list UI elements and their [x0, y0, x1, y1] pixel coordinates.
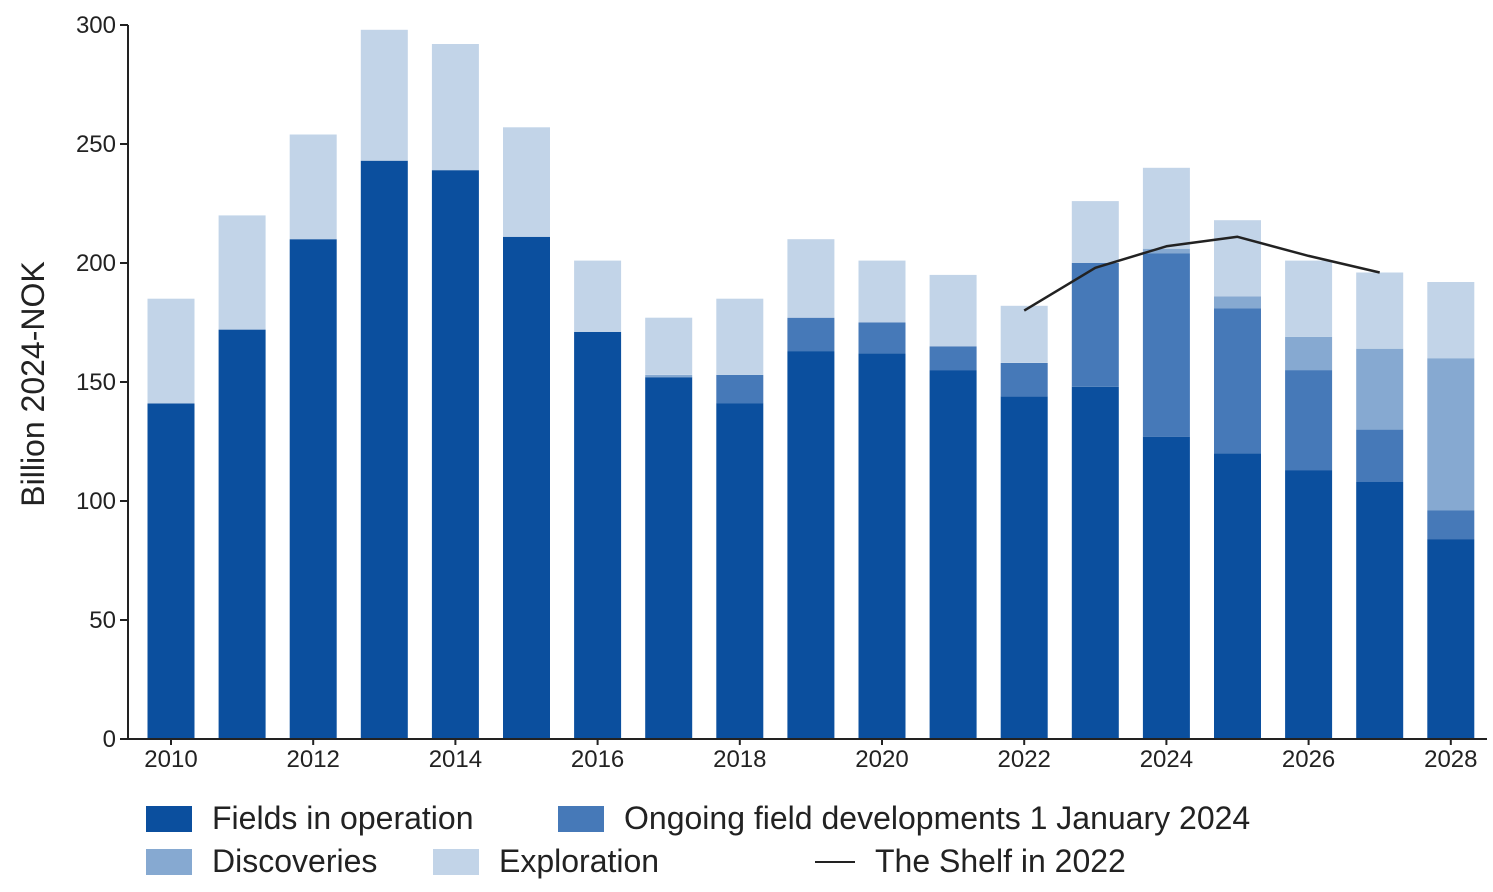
bar-2025-series-3: [1214, 220, 1261, 297]
y-tick-label: 200: [76, 250, 116, 277]
bar-2025-series-0: [1214, 453, 1261, 739]
bar-2011-series-3: [218, 215, 266, 330]
bar-2018-series-0: [716, 403, 764, 739]
bar-2024-series-1: [1142, 253, 1190, 437]
bar-2014-series-0: [431, 170, 479, 739]
x-tick-label: 2020: [855, 746, 908, 773]
bar-2013-series-0: [360, 160, 408, 739]
x-tick-label: 2024: [1140, 746, 1193, 773]
bar-2028-series-1: [1427, 510, 1475, 540]
bar-2022-series-0: [1000, 396, 1048, 739]
bar-2014-series-3: [431, 44, 479, 171]
bar-2027-series-1: [1356, 429, 1404, 482]
bar-2025-series-2: [1214, 296, 1261, 309]
bar-2015-series-0: [503, 236, 550, 740]
bar-2024-series-0: [1142, 436, 1190, 739]
bar-2022-series-3: [1000, 305, 1048, 363]
bar-2015-series-3: [503, 127, 550, 237]
bar-2011-series-0: [218, 329, 266, 739]
bar-2028-series-3: [1427, 282, 1475, 359]
bar-2018-series-1: [716, 374, 764, 404]
x-tick-label: 2014: [429, 746, 482, 773]
bar-2019-series-0: [787, 351, 835, 739]
bar-2027-series-3: [1356, 272, 1404, 349]
bar-2021-series-3: [929, 274, 977, 347]
line-the-shelf-in-2022: [1023, 235, 1380, 312]
bars-group: [147, 29, 1475, 740]
bar-2026-series-0: [1285, 470, 1333, 739]
x-tick-label: 2026: [1282, 746, 1335, 773]
bar-2023-series-0: [1071, 386, 1119, 739]
bar-2019-series-3: [787, 239, 835, 318]
bar-2016-series-3: [574, 260, 622, 332]
bar-2013-series-3: [360, 29, 408, 161]
bar-2021-series-0: [929, 370, 977, 739]
bar-2021-series-1: [929, 346, 977, 371]
bar-2020-series-3: [858, 260, 906, 323]
x-tick-label: 2012: [287, 746, 340, 773]
bar-2012-series-0: [289, 239, 337, 739]
bar-2028-series-2: [1427, 358, 1475, 511]
bar-2025-series-1: [1214, 308, 1261, 454]
bar-2027-series-2: [1356, 348, 1404, 430]
bar-2016-series-0: [574, 332, 622, 739]
line-series-group: [1023, 235, 1380, 312]
x-tick-label: 2016: [571, 746, 624, 773]
bar-2017-series-0: [645, 377, 693, 739]
bar-2027-series-0: [1356, 482, 1404, 739]
bar-2022-series-1: [1000, 363, 1048, 397]
bar-2026-series-2: [1285, 336, 1333, 371]
x-tick-label: 2010: [144, 746, 197, 773]
bar-2019-series-1: [787, 317, 835, 351]
y-axis-label: Billion 2024-NOK: [15, 261, 51, 506]
bar-2012-series-3: [289, 134, 337, 240]
bar-2023-series-1: [1071, 263, 1119, 387]
bar-2024-series-3: [1142, 167, 1190, 249]
y-tick-label: 50: [89, 607, 116, 634]
y-tick-label: 250: [76, 131, 116, 158]
y-tick-label: 150: [76, 369, 116, 396]
x-tick-label: 2018: [713, 746, 766, 773]
y-tick-label: 100: [76, 488, 116, 515]
bar-2026-series-3: [1285, 260, 1333, 337]
bar-2018-series-3: [716, 298, 764, 375]
bar-2023-series-3: [1071, 201, 1119, 263]
bar-2017-series-2: [645, 374, 693, 378]
bar-2028-series-0: [1427, 539, 1475, 739]
x-ticks: 2010 2012 2014 2016 2018 2020 2022 2024 2026 2028: [144, 739, 1477, 773]
bar-2026-series-1: [1285, 370, 1333, 471]
x-tick-label: 2022: [998, 746, 1051, 773]
bar-2024-series-2: [1142, 248, 1190, 254]
y-ticks: 0 50 100 150 200 250 300: [76, 12, 128, 753]
bar-2020-series-1: [858, 322, 906, 354]
bar-2020-series-0: [858, 353, 906, 739]
bar-2010-series-3: [147, 298, 195, 404]
bar-2010-series-0: [147, 403, 195, 739]
bar-2017-series-3: [645, 317, 693, 375]
y-tick-label: 0: [103, 726, 116, 753]
y-tick-label: 300: [76, 12, 116, 39]
x-tick-label: 2028: [1424, 746, 1477, 773]
